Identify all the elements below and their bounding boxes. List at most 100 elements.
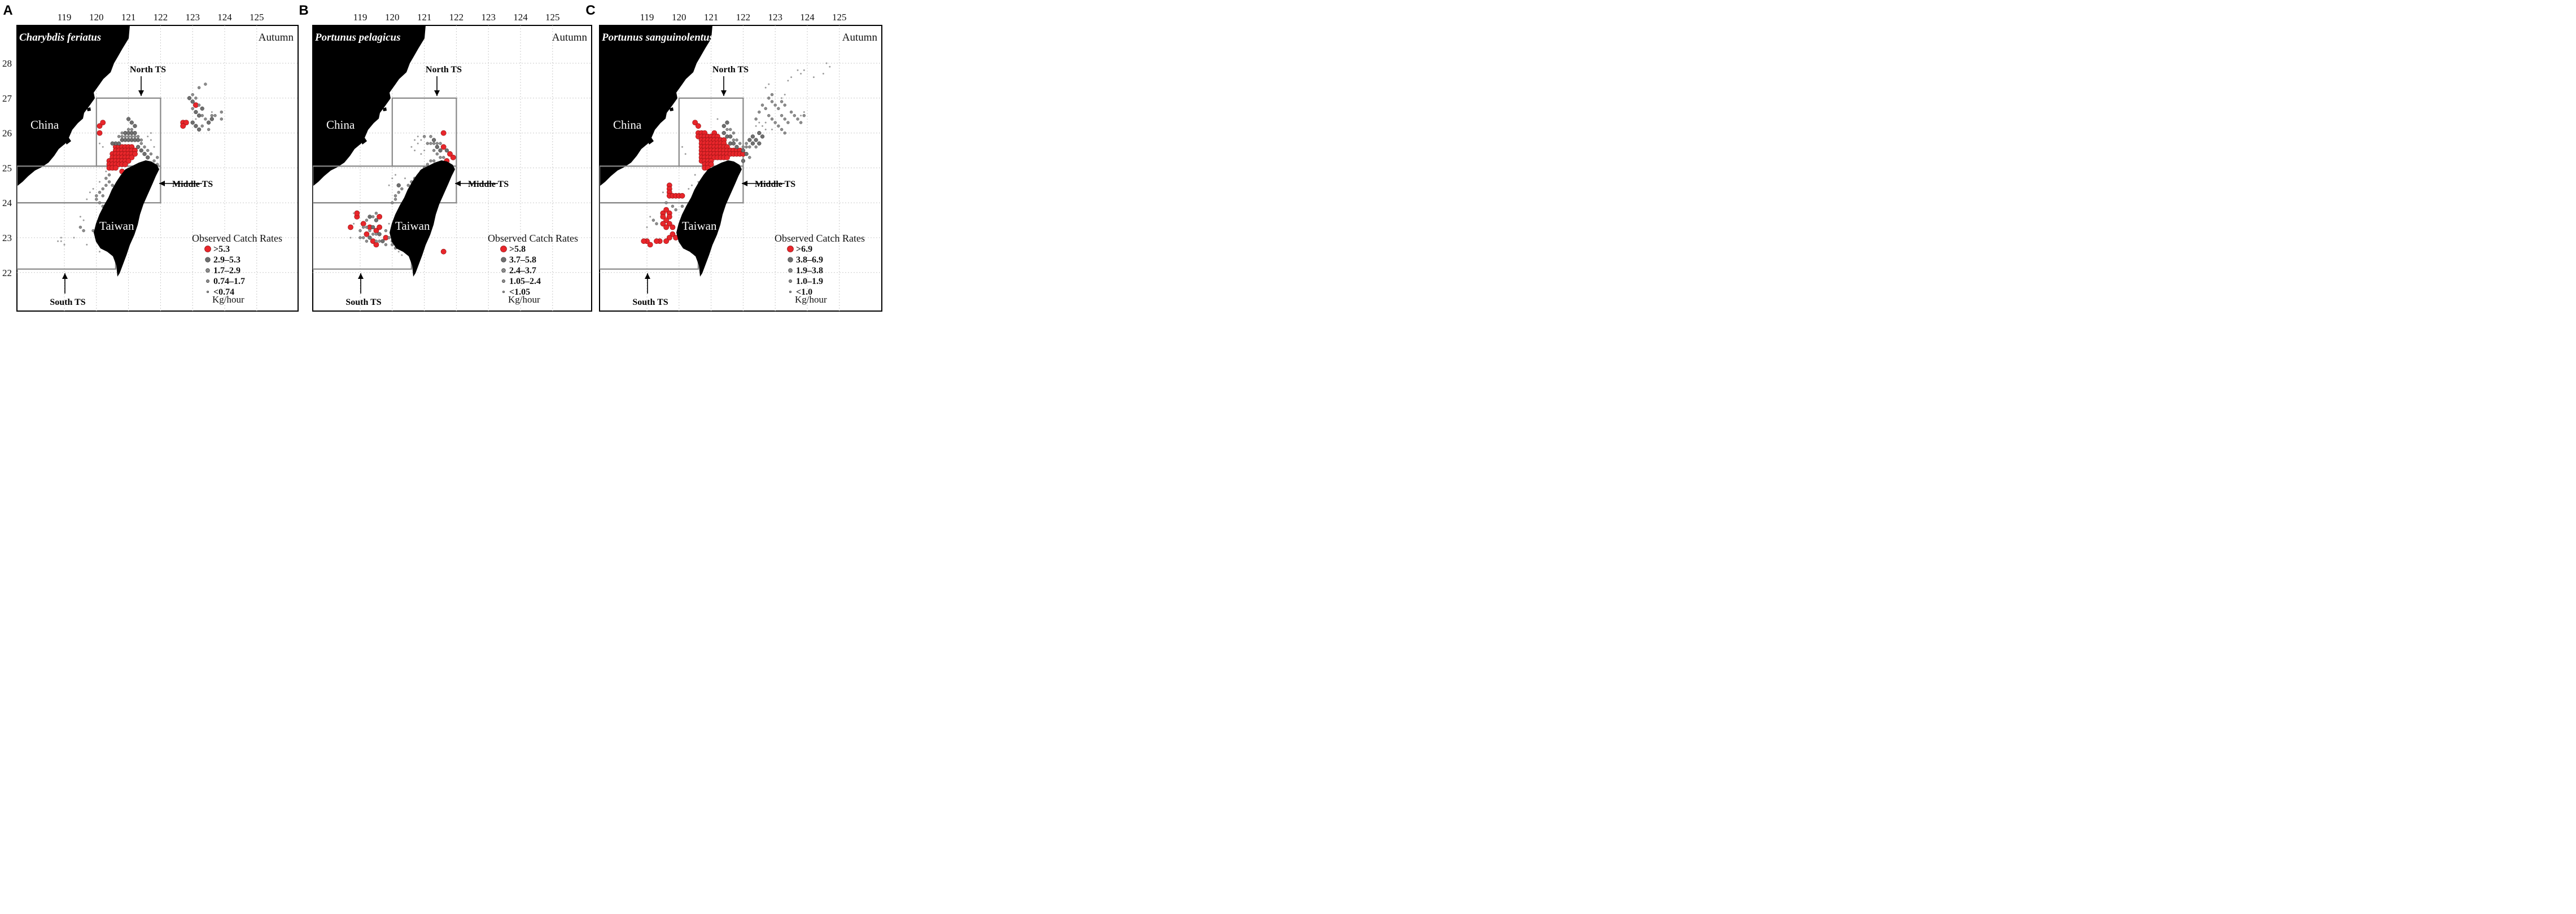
catch-point-low bbox=[207, 128, 211, 132]
catch-point-high bbox=[708, 161, 714, 168]
catch-point-low bbox=[391, 243, 394, 247]
catch-point-high bbox=[447, 151, 453, 157]
catch-point-low bbox=[754, 145, 758, 148]
middle-ts-label: Middle TS bbox=[755, 180, 795, 189]
catch-point-low bbox=[139, 138, 143, 142]
catch-point-mid bbox=[126, 117, 131, 121]
catch-point-tiny bbox=[771, 128, 773, 130]
catch-point-tiny bbox=[681, 146, 683, 148]
catch-point-mid bbox=[200, 106, 204, 111]
catch-point-low bbox=[789, 110, 793, 114]
south-ts-arrow bbox=[645, 273, 650, 294]
catch-point-tiny bbox=[800, 73, 802, 75]
north-ts-arrow bbox=[721, 76, 727, 96]
catch-point-low bbox=[735, 138, 738, 142]
legend-unit: Kg/hour bbox=[212, 294, 244, 305]
longitude-tick-label: 121 bbox=[417, 12, 432, 23]
catch-point-mid bbox=[725, 120, 729, 125]
legend-class-label: 1.7–2.9 bbox=[213, 266, 240, 275]
legend-class-label: 1.0–1.9 bbox=[796, 277, 823, 286]
catch-point-low bbox=[191, 107, 194, 111]
legend-class-label: 3.7–5.8 bbox=[509, 255, 536, 265]
catch-point-tiny bbox=[812, 76, 815, 78]
catch-point-low bbox=[435, 152, 439, 156]
catch-point-mid bbox=[750, 141, 755, 146]
catch-point-low bbox=[429, 142, 432, 145]
catch-point-low bbox=[200, 113, 204, 117]
longitude-tick-label: 125 bbox=[545, 12, 560, 23]
catch-point-low bbox=[371, 215, 375, 218]
catch-point-low bbox=[107, 173, 111, 177]
map-area: Charybdis feriatus Autumn China Taiwan North… bbox=[17, 25, 298, 311]
catch-point-high bbox=[660, 221, 666, 227]
catch-point-low bbox=[156, 156, 159, 159]
catch-point-tiny bbox=[662, 191, 664, 194]
catch-point-tiny bbox=[803, 69, 805, 71]
catch-point-low bbox=[107, 180, 111, 183]
legend-swatch bbox=[788, 268, 793, 273]
catch-point-mid bbox=[741, 148, 746, 153]
catch-point-tiny bbox=[787, 80, 789, 82]
longitude-tick-label: 124 bbox=[513, 12, 528, 23]
catch-point-high bbox=[440, 144, 447, 150]
catch-point-high bbox=[670, 224, 676, 230]
longitude-tick-label: 122 bbox=[449, 12, 464, 23]
catch-point-low bbox=[194, 97, 198, 100]
catch-point-low bbox=[210, 113, 213, 117]
catch-point-low bbox=[738, 142, 742, 145]
panel-letter: B bbox=[299, 3, 308, 18]
catch-point-low bbox=[117, 135, 121, 138]
catch-point-mid bbox=[760, 134, 765, 139]
catch-point-tiny bbox=[99, 251, 100, 253]
catch-point-low bbox=[143, 145, 146, 148]
catch-point-mid bbox=[206, 120, 211, 125]
catch-point-low bbox=[745, 142, 748, 145]
legend-swatch bbox=[789, 279, 792, 283]
catch-point-high bbox=[377, 213, 382, 220]
catch-point-mid bbox=[133, 130, 137, 135]
catch-point-low bbox=[220, 110, 223, 114]
catch-point-high bbox=[180, 123, 186, 129]
catch-point-mid bbox=[190, 99, 195, 104]
longitude-tick-label: 119 bbox=[353, 12, 368, 23]
legend-swatch bbox=[500, 246, 507, 252]
catch-point-low bbox=[426, 163, 430, 166]
catch-point-tiny bbox=[764, 128, 767, 130]
catch-point-low bbox=[777, 107, 780, 111]
catch-rate-points bbox=[348, 130, 456, 256]
catch-point-mid bbox=[377, 232, 382, 237]
legend-swatch bbox=[787, 246, 794, 252]
map-area: Portunus pelagicus Autumn China Taiwan North… bbox=[313, 25, 592, 311]
middle-ts-label: Middle TS bbox=[172, 180, 213, 189]
catch-point-tiny bbox=[694, 174, 696, 176]
legend-class-label: <1.0 bbox=[796, 287, 812, 297]
catch-point-high bbox=[663, 207, 669, 213]
catch-point-low bbox=[361, 225, 365, 229]
catch-point-high bbox=[97, 123, 103, 129]
catch-point-high bbox=[666, 213, 672, 220]
catch-point-low bbox=[200, 124, 204, 128]
catch-point-low bbox=[384, 243, 388, 247]
catch-point-low bbox=[760, 103, 764, 107]
catch-point-low bbox=[220, 117, 223, 121]
season-label: Autumn bbox=[552, 32, 588, 43]
south-ts-label: South TS bbox=[632, 298, 668, 307]
catch-point-high bbox=[641, 238, 647, 244]
catch-point-tiny bbox=[420, 139, 422, 141]
catch-point-low bbox=[655, 222, 658, 225]
catch-point-tiny bbox=[803, 111, 805, 113]
catch-point-low bbox=[748, 156, 751, 159]
catch-point-low bbox=[770, 93, 774, 97]
legend-class-label: 2.9–5.3 bbox=[213, 255, 240, 265]
catch-rate-points bbox=[57, 82, 223, 253]
catch-point-high bbox=[354, 210, 360, 216]
latitude-tick-label: 24 bbox=[2, 198, 12, 208]
catch-point-low bbox=[378, 239, 381, 243]
legend-class-label: 2.4–3.7 bbox=[509, 266, 536, 275]
species-name: Portunus sanguinolentus bbox=[601, 32, 714, 43]
legend-swatch bbox=[788, 257, 793, 263]
catch-point-high bbox=[364, 231, 370, 237]
longitude-tick-label: 122 bbox=[154, 12, 168, 23]
catch-point-tiny bbox=[417, 142, 419, 145]
catch-point-low bbox=[368, 229, 371, 233]
